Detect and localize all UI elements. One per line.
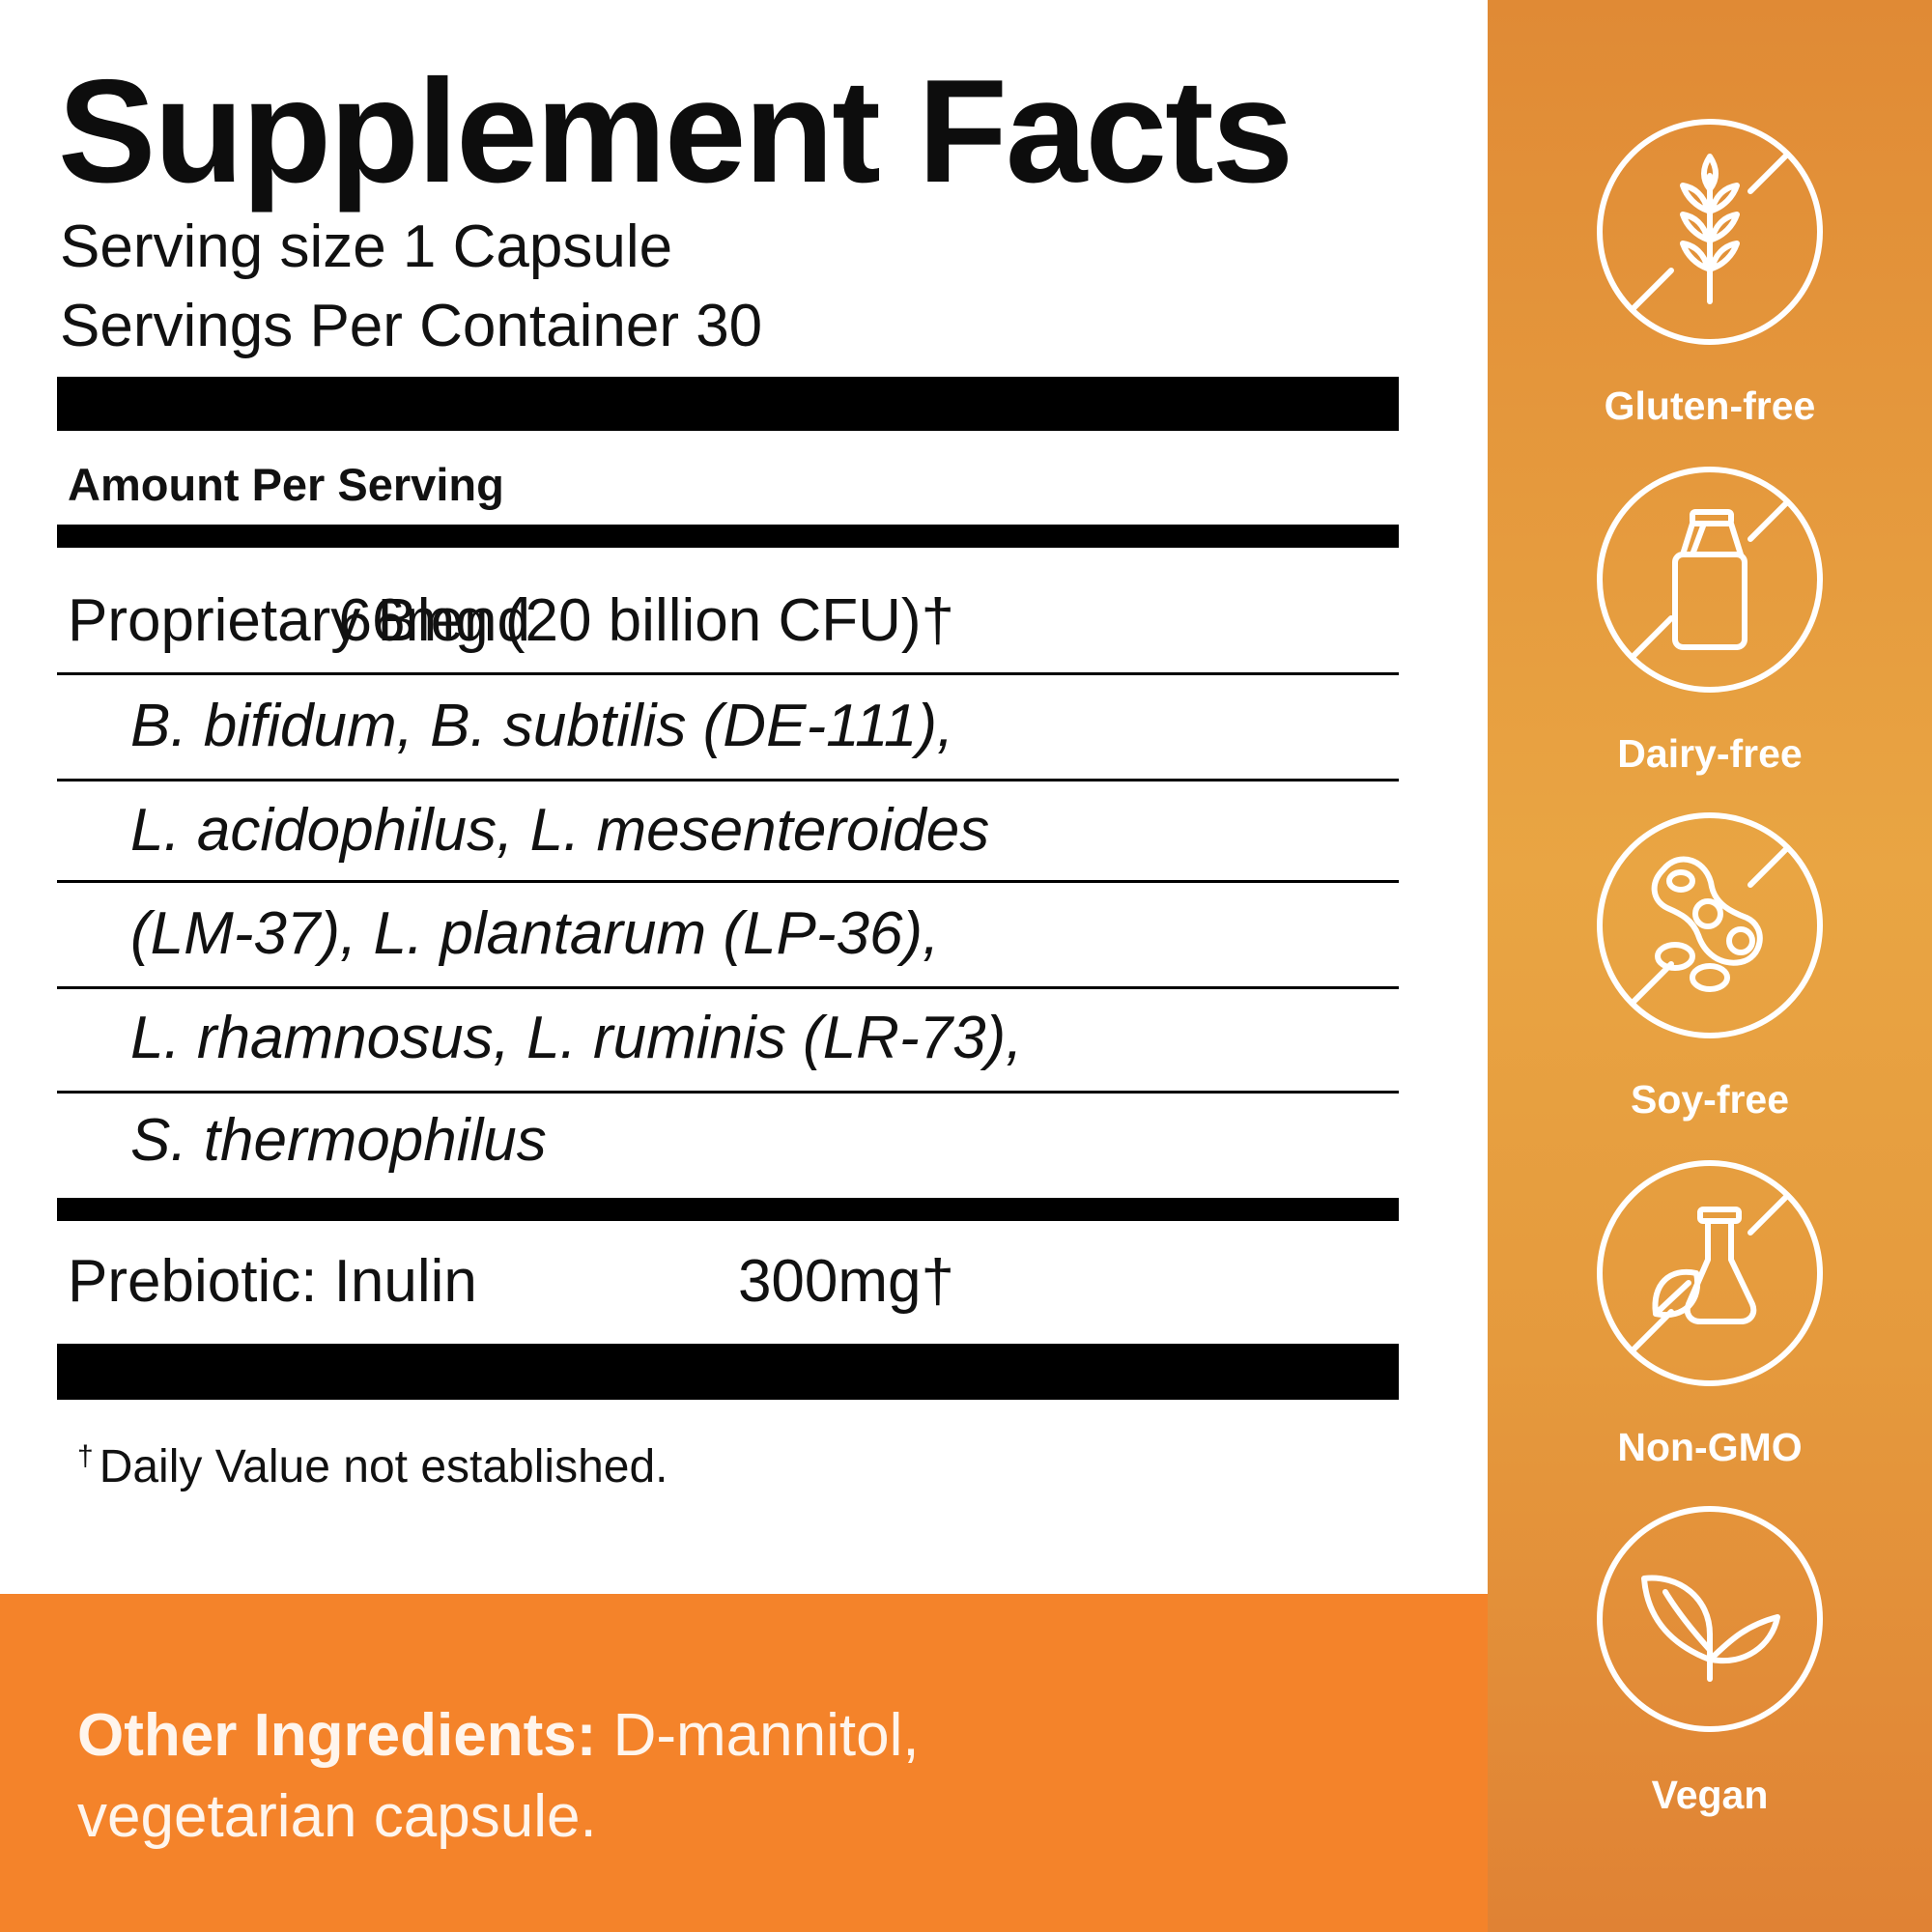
- prebiotic-name: Prebiotic: Inulin: [68, 1248, 477, 1315]
- badge-label: Gluten-free: [1604, 384, 1816, 428]
- other-ingredients: Other Ingredients: D-mannitol, vegetaria…: [77, 1695, 1140, 1858]
- dagger-mark: †: [77, 1440, 94, 1472]
- strain-line: L. rhamnosus, L. ruminis (LR-73),: [130, 1005, 1023, 1071]
- supplement-facts-title: Supplement Facts: [58, 49, 1293, 213]
- servings-per-container: Servings Per Container 30: [60, 293, 763, 359]
- row-divider: [57, 779, 1399, 781]
- soybean-crossed-icon: [1596, 811, 1824, 1039]
- flask-leaf-crossed-icon: [1596, 1159, 1824, 1387]
- footnote: † Daily Value not established.: [77, 1441, 668, 1492]
- badge-label: Soy-free: [1630, 1077, 1790, 1122]
- wheat-crossed-icon: [1596, 118, 1824, 346]
- footnote-text: Daily Value not established.: [99, 1441, 668, 1492]
- badge-label: Dairy-free: [1617, 731, 1803, 776]
- prebiotic-amount: 300mg†: [737, 1248, 954, 1315]
- row-divider: [57, 986, 1399, 989]
- blend-amount: 66mg (20 billion CFU)†: [338, 587, 954, 654]
- thick-divider: [57, 377, 1399, 431]
- serving-size: Serving size 1 Capsule: [60, 213, 673, 280]
- other-ingredients-panel: Other Ingredients: D-mannitol, vegetaria…: [0, 1594, 1488, 1932]
- strain-line: (LM-37), L. plantarum (LP-36),: [130, 900, 940, 967]
- amount-per-serving-heading: Amount Per Serving: [68, 459, 504, 510]
- thick-divider: [57, 1344, 1399, 1400]
- badge-label: Non-GMO: [1617, 1425, 1803, 1469]
- strain-line: B. bifidum, B. subtilis (DE-111),: [130, 693, 954, 759]
- medium-divider: [57, 525, 1399, 548]
- row-divider: [57, 880, 1399, 883]
- row-divider: [57, 1091, 1399, 1094]
- badge-label: Vegan: [1651, 1773, 1769, 1817]
- other-ingredients-text: D-mannitol, vegetarian capsule.: [77, 1702, 920, 1850]
- strain-line: S. thermophilus: [130, 1107, 547, 1174]
- medium-divider: [57, 1198, 1399, 1221]
- leaves-icon: [1596, 1505, 1824, 1733]
- badge-sidebar: Gluten-free Dairy-free Soy-free: [1488, 0, 1932, 1932]
- supplement-facts-panel: Supplement Facts Serving size 1 Capsule …: [57, 49, 1399, 1492]
- blend-name: Proprietary Blend: [68, 587, 531, 654]
- strain-line: L. acidophilus, L. mesenteroides: [130, 797, 990, 864]
- other-ingredients-label: Other Ingredients:: [77, 1702, 597, 1769]
- row-divider: [57, 672, 1399, 675]
- milk-carton-crossed-icon: [1596, 466, 1824, 694]
